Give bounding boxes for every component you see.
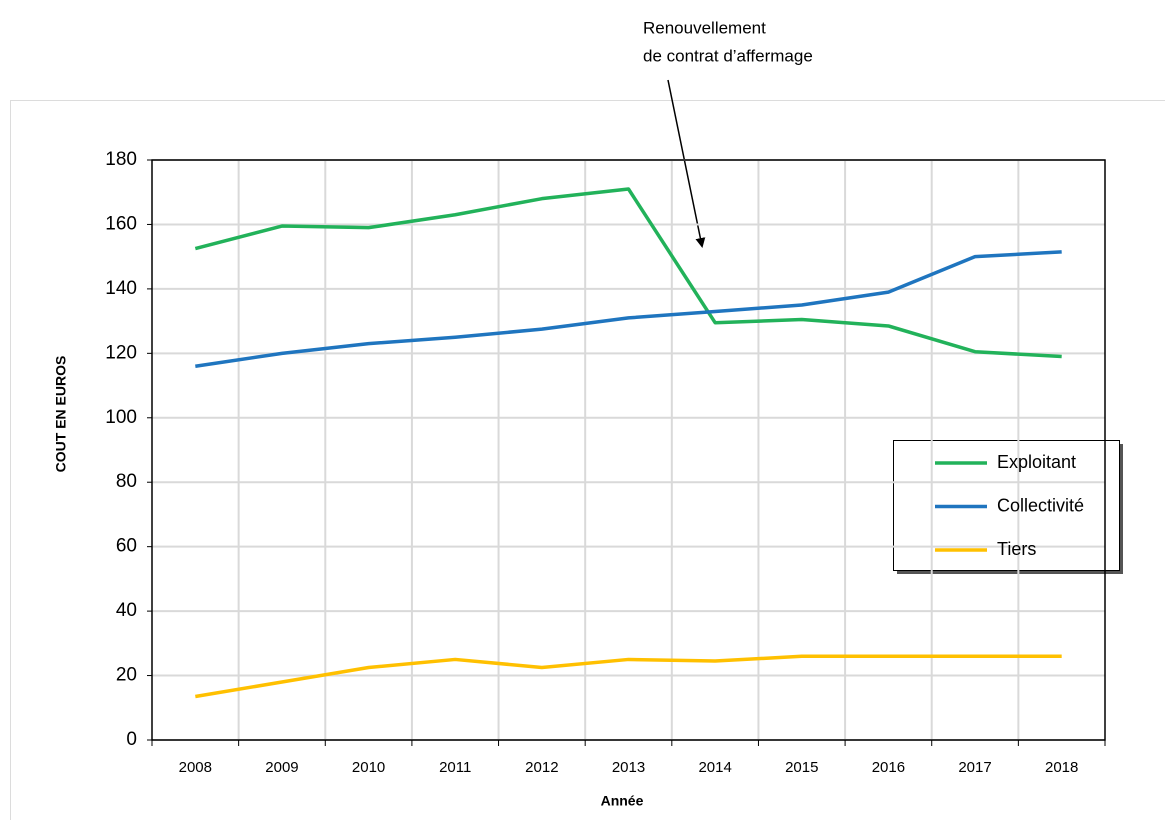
y-tick-label: 140 [105, 278, 137, 299]
x-tick-label: 2010 [352, 759, 385, 776]
legend-label: Tiers [997, 539, 1036, 559]
x-tick-label: 2014 [698, 759, 731, 776]
x-tick-label: 2011 [439, 759, 471, 776]
x-tick-label: 2013 [612, 759, 645, 776]
x-tick-label: 2012 [525, 759, 558, 776]
x-tick-label: 2009 [265, 759, 298, 776]
y-tick-label: 0 [126, 729, 137, 750]
legend-label: Exploitant [997, 452, 1076, 472]
plot-border [151, 159, 1106, 741]
data-line [195, 250, 1062, 368]
legend-label: Collectivité [997, 495, 1084, 515]
x-tick-label: 2008 [179, 759, 212, 776]
data-line [194, 187, 1062, 359]
x-tick-label: 2015 [785, 759, 818, 776]
y-tick-label: 120 [105, 342, 137, 363]
annotation-line: Renouvellement [643, 18, 766, 37]
y-tick-label: 100 [105, 407, 137, 428]
y-tick-label: 20 [116, 665, 137, 686]
y-axis-label: COUT EN EUROS [53, 356, 69, 473]
y-tick-label: 60 [116, 536, 137, 557]
chart-frame [10, 100, 1165, 820]
y-tick-label: 40 [116, 600, 137, 621]
y-tick-label: 160 [105, 213, 137, 234]
data-line [195, 654, 1062, 699]
y-tick-label: 80 [116, 471, 137, 492]
y-tick-label: 180 [105, 149, 137, 170]
annotation-arrow [667, 79, 706, 248]
x-tick-label: 2017 [958, 759, 991, 776]
x-axis-label: Année [601, 793, 644, 809]
x-tick-label: 2016 [872, 759, 905, 776]
x-tick-label: 2018 [1045, 759, 1078, 776]
annotation-line: de contrat d’affermage [643, 46, 813, 65]
